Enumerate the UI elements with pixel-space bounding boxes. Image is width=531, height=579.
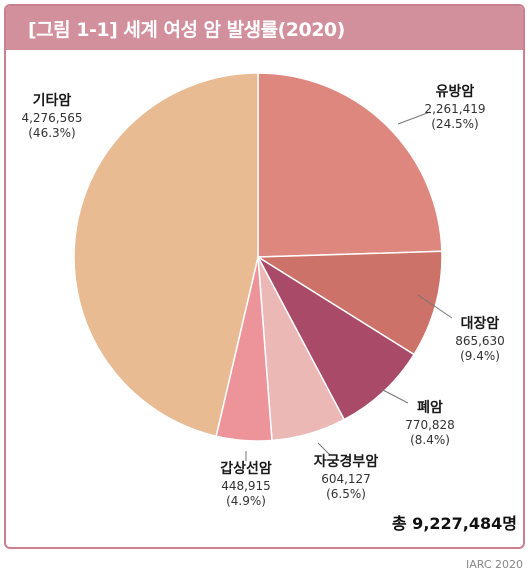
slice-label-value-3: 770,828 — [405, 418, 455, 432]
slice-label-value-2: 865,630 — [455, 334, 505, 348]
source-label: IARC 2020 — [465, 558, 523, 571]
slice-label-value-1: 2,261,419 — [424, 102, 485, 116]
slice-label-name-1: 유방암 — [436, 83, 475, 100]
leader-line-1 — [397, 111, 431, 125]
slice-label-name-4: 자궁경부암 — [314, 453, 379, 470]
pie-slice-6 — [73, 72, 259, 438]
slice-label-pct-4: (6.5%) — [326, 487, 366, 501]
slice-label-pct-5: (4.9%) — [226, 494, 266, 508]
leader-line-4 — [317, 442, 331, 456]
slice-label-name-6: 기타암 — [33, 92, 72, 109]
slice-label-name-5: 갑상선암 — [220, 460, 272, 477]
pie-slice-2 — [255, 250, 443, 356]
slice-label-value-4: 604,127 — [321, 472, 371, 486]
slice-label-pct-1: (24.5%) — [431, 117, 478, 131]
slice-label-pct-6: (46.3%) — [28, 126, 75, 140]
slice-label-value-6: 4,276,565 — [21, 111, 82, 125]
pie-slice-3 — [256, 254, 416, 421]
slice-label-name-3: 폐암 — [417, 399, 443, 416]
slice-label-name-2: 대장암 — [461, 315, 500, 332]
slice-label-pct-3: (8.4%) — [410, 433, 450, 447]
pie-slice-1 — [257, 72, 443, 258]
figure-frame: [그림 1-1] 세계 여성 암 발생률(2020) — [4, 4, 525, 549]
slice-label-value-5: 448,915 — [221, 479, 271, 493]
total-count: 총 9,227,484명 — [391, 514, 517, 533]
figure-title: [그림 1-1] 세계 여성 암 발생률(2020) — [28, 19, 345, 41]
leader-line-2 — [417, 294, 453, 319]
slice-label-pct-2: (9.4%) — [460, 349, 500, 363]
leader-line-3 — [380, 388, 409, 404]
title-bar: [그림 1-1] 세계 여성 암 발생률(2020) — [6, 6, 523, 50]
